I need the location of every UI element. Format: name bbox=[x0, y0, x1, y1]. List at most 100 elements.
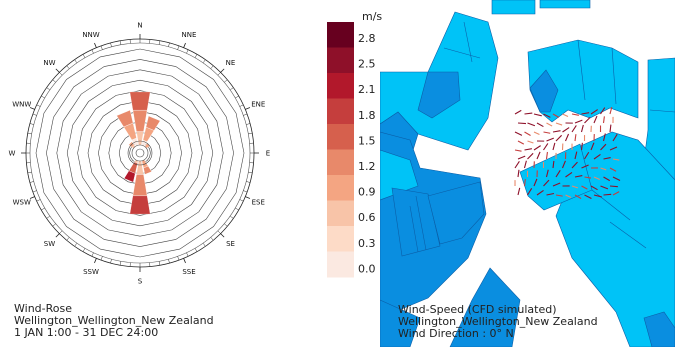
rose-direction-tick bbox=[55, 233, 60, 238]
wind-vector-arrow bbox=[517, 140, 525, 145]
wind-vector-arrow bbox=[574, 175, 583, 178]
wind-vector-arrow bbox=[555, 169, 561, 178]
rose-frame-tick bbox=[82, 54, 86, 58]
wind-vector-arrow bbox=[571, 113, 579, 116]
rose-outer-frame-inner bbox=[29, 42, 251, 264]
rose-frame-tick bbox=[29, 181, 34, 183]
wind-vector-arrow bbox=[590, 142, 595, 151]
rose-direction-label-sse: SSE bbox=[182, 268, 195, 276]
rose-petal-segment bbox=[143, 165, 152, 175]
legend-color-swatch bbox=[327, 22, 354, 48]
wind-vector-arrow bbox=[533, 131, 540, 135]
legend-label: 1.8 bbox=[358, 109, 376, 122]
rose-direction-tick bbox=[94, 42, 97, 48]
building-footprint bbox=[391, 187, 441, 257]
wind-vector-arrow bbox=[517, 155, 526, 160]
rose-petal-segment bbox=[129, 91, 151, 111]
building-edge bbox=[415, 195, 427, 251]
wind-vector-arrow bbox=[527, 188, 533, 196]
cfd-map-panel: Wind-Speed (CFD simulated) Wellington_We… bbox=[380, 0, 675, 347]
rose-direction-tick bbox=[220, 68, 225, 73]
rose-frame-tick bbox=[243, 190, 248, 193]
wind-vector-arrow bbox=[612, 133, 618, 142]
rose-frame-tick bbox=[186, 49, 189, 54]
rose-frame-tick bbox=[91, 252, 94, 257]
building-footprint bbox=[417, 71, 461, 119]
building-footprint bbox=[427, 181, 485, 245]
wind-vector-arrow bbox=[523, 179, 526, 187]
wind-rose-panel: N NNE NE ENE E ESE SE SSE S SSW SW WSW W WNW NW NNW Win… bbox=[0, 0, 330, 347]
wind-vector-arrow bbox=[536, 151, 541, 160]
rose-direction-label-ene: ENE bbox=[251, 101, 265, 109]
building-edge bbox=[409, 205, 419, 253]
rose-direction-label-ese: ESE bbox=[252, 198, 265, 206]
legend-label: 1.5 bbox=[358, 134, 376, 147]
wind-vector-arrow bbox=[524, 148, 532, 151]
rose-frame-tick bbox=[100, 256, 103, 261]
wind-vector-arrow bbox=[609, 185, 618, 188]
wind-vector-arrow bbox=[533, 145, 541, 151]
wind-speed-legend: m/s 2.8 2.5 2.1 1.8 1.5 1.2 0.9 0.6 0.3 0.0 bbox=[322, 0, 382, 290]
building-footprint bbox=[643, 311, 675, 347]
wind-vector-arrow bbox=[514, 161, 520, 169]
wind-rose-caption-location: Wellington_Wellington_New Zealand bbox=[14, 314, 214, 327]
legend-color-swatch bbox=[327, 200, 354, 227]
rose-frame-tick bbox=[119, 40, 122, 45]
rose-frame-tick bbox=[110, 259, 112, 264]
legend-color-swatch bbox=[327, 98, 354, 125]
rose-frame-tick bbox=[74, 242, 78, 247]
building-edge bbox=[649, 109, 675, 113]
rose-direction-label-nne: NNE bbox=[182, 31, 197, 39]
rose-direction-label-wnw: WNW bbox=[12, 101, 31, 109]
wind-vector-arrow bbox=[574, 151, 578, 160]
cfd-map-caption-direction: Wind Direction : 0° N bbox=[398, 327, 514, 340]
wind-vector-arrow bbox=[552, 130, 561, 133]
building-footprint bbox=[539, 0, 591, 9]
rose-frame-tick bbox=[27, 132, 32, 135]
legend-scale: m/s 2.8 2.5 2.1 1.8 1.5 1.2 0.9 0.6 0.3 0.0 bbox=[327, 10, 382, 278]
rose-frame-tick bbox=[119, 261, 122, 266]
rose-frame-tick bbox=[27, 171, 32, 174]
cfd-map-caption: Wind-Speed (CFD simulated) Wellington_We… bbox=[398, 304, 598, 340]
building-footprint bbox=[491, 0, 536, 15]
wind-vector-arrow bbox=[603, 176, 611, 182]
wind-vector-arrow bbox=[593, 194, 602, 198]
rose-direction-label-nnw: NNW bbox=[82, 31, 99, 39]
rose-direction-tick bbox=[220, 233, 225, 238]
wind-vector-arrow bbox=[581, 112, 590, 115]
rose-frame-tick bbox=[248, 132, 253, 135]
rose-direction-label-ne: NE bbox=[226, 59, 236, 67]
wind-vector-arrow bbox=[612, 158, 620, 161]
building-edge bbox=[463, 21, 473, 63]
wind-vector-arrow bbox=[562, 113, 569, 118]
rose-frame-tick bbox=[46, 215, 51, 219]
building-footprint bbox=[529, 69, 559, 113]
wind-vector-arrow bbox=[527, 122, 536, 127]
rose-frame-tick bbox=[59, 72, 63, 76]
rose-grid-ring bbox=[77, 90, 203, 216]
rose-grid-ring bbox=[56, 69, 224, 237]
wind-vector-arrow bbox=[562, 127, 570, 133]
building-footprint bbox=[380, 149, 419, 201]
rose-grid-ring bbox=[66, 79, 214, 227]
rose-frame-tick bbox=[36, 199, 41, 202]
rose-frame-tick bbox=[246, 181, 251, 183]
wind-vector-arrow bbox=[584, 176, 592, 179]
wind-vector-arrow bbox=[543, 131, 551, 134]
rose-frame-tick bbox=[66, 237, 70, 241]
rose-frame-tick bbox=[217, 72, 221, 76]
legend-label: 2.5 bbox=[358, 58, 376, 71]
rose-direction-label-wsw: WSW bbox=[13, 198, 31, 206]
rose-frame-tick bbox=[158, 40, 161, 45]
wind-vector-arrow bbox=[517, 169, 520, 178]
legend-color-swatch bbox=[327, 251, 354, 278]
rose-petal-segment bbox=[116, 109, 134, 128]
rose-petal-segment bbox=[132, 109, 148, 132]
wind-vector-arrow bbox=[524, 131, 531, 136]
rose-center-ring bbox=[131, 144, 149, 162]
wind-vector-arrow bbox=[527, 152, 534, 160]
wind-vector-arrow bbox=[574, 194, 582, 199]
wind-vector-arrow bbox=[564, 133, 570, 142]
building-edge bbox=[591, 189, 631, 221]
rose-direction-tick bbox=[29, 107, 35, 110]
